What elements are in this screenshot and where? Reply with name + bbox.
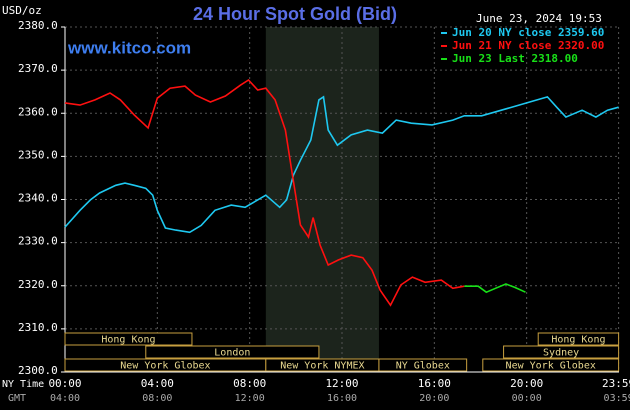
x-tick-label: 08:00 [233, 377, 266, 390]
x2-tick-label: 08:00 [142, 393, 172, 404]
y-axis-label: USD/oz [2, 4, 42, 17]
x-tick-label: 16:00 [418, 377, 451, 390]
session-bar [64, 332, 193, 346]
x2-tick-label: 00:00 [512, 393, 542, 404]
x2-tick-label: 12:00 [235, 393, 265, 404]
session-label: New York Globex [120, 361, 210, 372]
session-label: New York Globex [506, 361, 596, 372]
x-tick-label: 23:59 [602, 377, 630, 390]
session-bar [482, 358, 620, 372]
x-axis-label: NY Time [2, 379, 44, 390]
series-line [64, 78, 465, 307]
x-tick-label: 12:00 [325, 377, 358, 390]
x-tick-label: 20:00 [510, 377, 543, 390]
x-tick-label: 00:00 [48, 377, 81, 390]
session-bar [145, 345, 320, 359]
y-tick-label: 2360.0 [18, 105, 58, 118]
watermark: www.kitco.com [67, 38, 191, 57]
y-tick-label: 2370.0 [18, 62, 58, 75]
y-tick-label: 2300.0 [18, 364, 58, 377]
x2-tick-label: 03:59 [604, 393, 630, 404]
chart-title: 24 Hour Spot Gold (Bid) [193, 4, 397, 24]
series-line [64, 95, 619, 234]
x-tick-label: 04:00 [141, 377, 174, 390]
y-tick-label: 2340.0 [18, 192, 58, 205]
session-label: NY Globex [396, 361, 450, 372]
legend-label: Jun 23 Last 2318.00 [452, 52, 578, 65]
y-tick-label: 2380.0 [18, 19, 58, 32]
legend-label: Jun 20 NY close 2359.60 [452, 26, 604, 39]
timestamp: June 23, 2024 19:53 [476, 12, 602, 25]
x2-axis-label: GMT [8, 393, 26, 404]
session-bar [537, 332, 620, 346]
series-line [464, 283, 526, 294]
session-label: New York NYMEX [280, 361, 364, 372]
session-label: Sydney [543, 348, 579, 359]
x2-tick-label: 16:00 [327, 393, 357, 404]
x2-tick-label: 20:00 [419, 393, 449, 404]
session-label: London [214, 348, 250, 359]
session-label: Hong Kong [551, 335, 605, 346]
y-tick-label: 2320.0 [18, 278, 58, 291]
session-label: Hong Kong [101, 335, 155, 346]
session-bar [378, 358, 468, 372]
x2-tick-label: 04:00 [50, 393, 80, 404]
y-tick-label: 2330.0 [18, 235, 58, 248]
session-bar [503, 345, 620, 359]
legend-label: Jun 21 NY close 2320.00 [452, 39, 604, 52]
y-tick-label: 2350.0 [18, 148, 58, 161]
y-tick-label: 2310.0 [18, 321, 58, 334]
